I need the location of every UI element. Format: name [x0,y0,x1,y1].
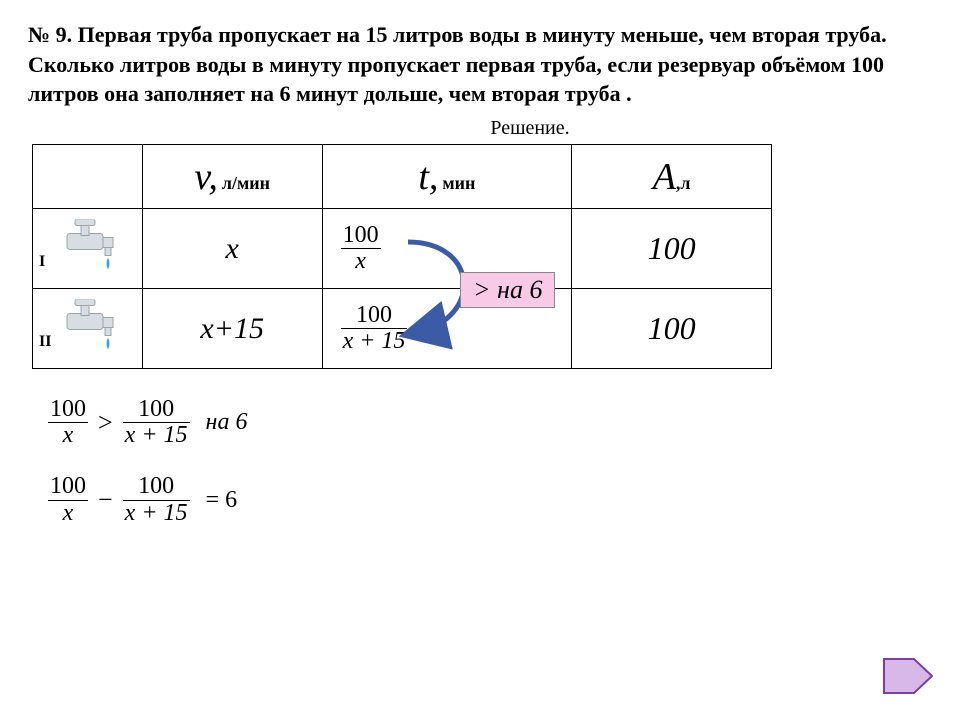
header-t: t, мин [322,145,572,209]
row-2-a: 100 [648,310,696,346]
equation-2: 100 x − 100 x + 15 = 6 [48,474,932,525]
row-1-a: 100 [648,230,696,266]
problem-statement: № 9. Первая труба пропускает на 15 литро… [28,20,932,109]
row-1-v: x [226,232,239,265]
row-1-label: I [39,253,45,271]
row-2-v: x+15 [200,312,264,345]
tap-icon [61,219,123,278]
solution-label: Решение. [128,117,932,140]
row-2-label: II [39,333,51,351]
header-v: v, л/мин [142,145,322,209]
equation-1: 100 x > 100 x + 15 на 6 [48,397,932,448]
equations: 100 x > 100 x + 15 на 6 100 x − 100 x [48,397,932,526]
next-slide-button[interactable] [880,655,936,702]
comparison-callout: > на 6 [460,272,555,308]
tap-icon [61,299,123,358]
header-a: A,л [572,145,772,209]
